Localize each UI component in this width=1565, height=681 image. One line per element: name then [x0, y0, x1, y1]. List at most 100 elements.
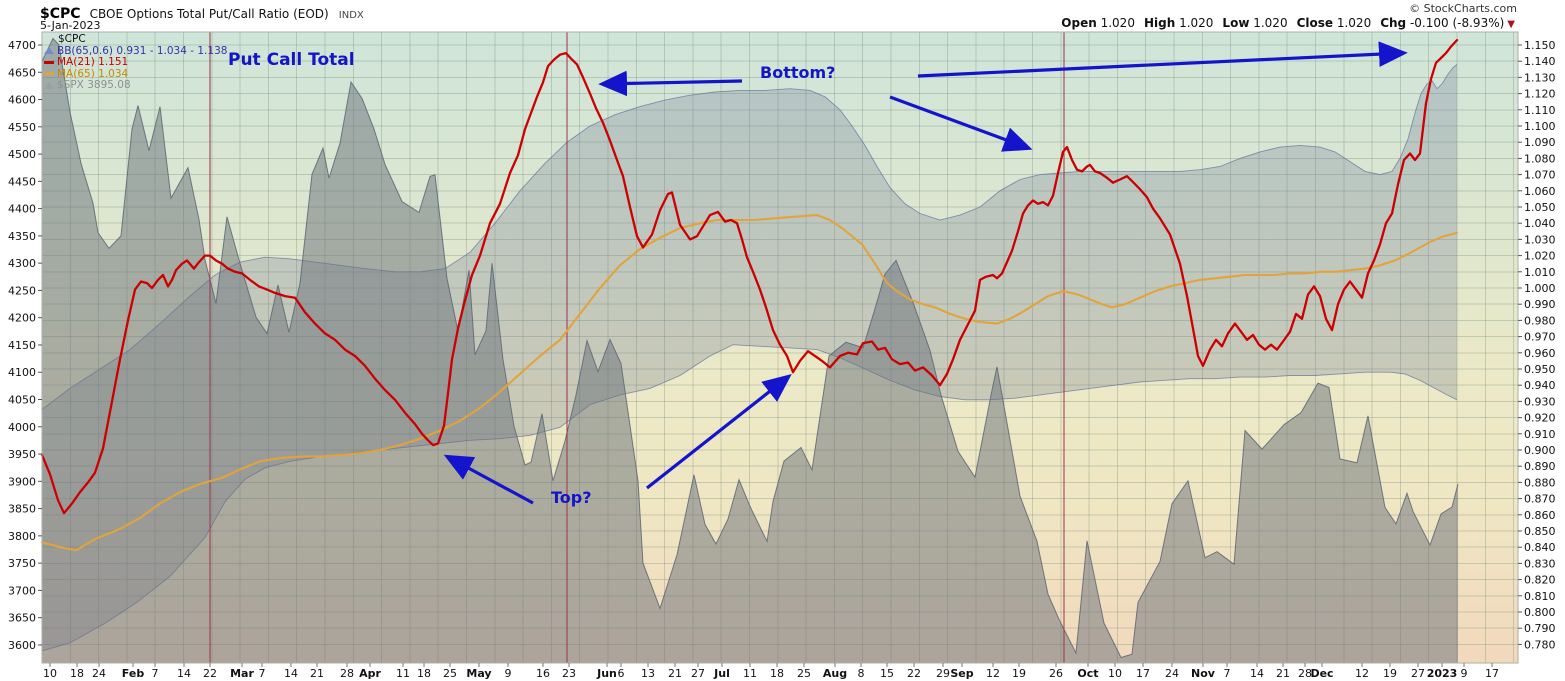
- x-axis-label: 14: [1250, 667, 1264, 680]
- y-axis-right-label: 0.780: [1524, 638, 1556, 651]
- x-axis-label: Sep: [950, 667, 973, 680]
- y-axis-right-label: 0.970: [1524, 331, 1556, 344]
- x-axis-label: 8: [858, 667, 865, 680]
- x-axis-label: Dec: [1310, 667, 1333, 680]
- y-axis-left-label: 3950: [8, 448, 36, 461]
- y-axis-right-label: 0.890: [1524, 460, 1556, 473]
- y-axis-right-label: 1.000: [1524, 282, 1556, 295]
- x-axis-label: 17: [1485, 667, 1499, 680]
- quote-field-label: Close: [1296, 16, 1334, 30]
- y-axis-left-label: 3800: [8, 530, 36, 543]
- chart-date: 5-Jan-2023: [40, 19, 101, 32]
- spx-area-icon: [44, 81, 54, 89]
- x-axis-label: 12: [986, 667, 1000, 680]
- y-axis-left-label: 3600: [8, 639, 36, 652]
- y-axis-right-label: 1.030: [1524, 233, 1556, 246]
- y-axis-left-label: 4500: [8, 148, 36, 161]
- y-axis-left-label: 4000: [8, 421, 36, 434]
- x-axis-label: 7: [152, 667, 159, 680]
- x-axis-label: May: [466, 667, 491, 680]
- y-axis-right-label: 0.990: [1524, 298, 1556, 311]
- x-axis-label: 2023: [1427, 667, 1458, 680]
- x-axis-label: 24: [1165, 667, 1179, 680]
- quote-field-label: High: [1143, 16, 1176, 30]
- x-axis-label: 21: [668, 667, 682, 680]
- y-axis-right-label: 1.140: [1524, 55, 1556, 68]
- x-axis-label: 11: [396, 667, 410, 680]
- x-axis-label: 28: [1298, 667, 1312, 680]
- legend-item-ma65: MA(65) 1.034: [44, 68, 227, 81]
- y-axis-right-label: 1.110: [1524, 104, 1556, 117]
- x-axis-label: 10: [43, 667, 57, 680]
- x-axis-label: 24: [92, 667, 106, 680]
- y-axis-right-label: 1.020: [1524, 250, 1556, 263]
- x-axis-label: 25: [443, 667, 457, 680]
- y-axis-right-label: 1.120: [1524, 88, 1556, 101]
- legend-item-cpc: $CPC: [58, 33, 86, 45]
- annotation-arrow: [917, 41, 1408, 78]
- change-down-icon: ▼: [1507, 19, 1515, 30]
- y-axis-left-label: 4300: [8, 257, 36, 270]
- y-axis-right-label: 0.940: [1524, 379, 1556, 392]
- y-axis-left-label: 3750: [8, 557, 36, 570]
- y-axis-right-label: 1.050: [1524, 201, 1556, 214]
- y-axis-right-label: 0.980: [1524, 314, 1556, 327]
- y-axis-right-label: 0.960: [1524, 347, 1556, 360]
- x-axis-label: 23: [562, 667, 576, 680]
- y-axis-left-label: 4100: [8, 366, 36, 379]
- x-axis-label: 17: [1136, 667, 1150, 680]
- y-axis-right-label: 1.070: [1524, 169, 1556, 182]
- y-axis-right-label: 1.010: [1524, 266, 1556, 279]
- annotation-arrow: [646, 374, 792, 490]
- x-axis-label: 28: [340, 667, 354, 680]
- x-axis-label: Jun: [596, 667, 617, 680]
- legend-item-bollinger-bands: BB(65,0.6) 0.931 - 1.034 - 1.138: [44, 45, 227, 58]
- x-axis-label: 11: [743, 667, 757, 680]
- quote-field-value: 1.020: [1333, 16, 1372, 30]
- copyright-label: © StockCharts.com: [1409, 2, 1517, 15]
- y-axis-right-label: 1.100: [1524, 120, 1556, 133]
- x-axis-label: 25: [797, 667, 811, 680]
- annotation-top: Top?: [551, 488, 592, 507]
- y-axis-right-label: 0.820: [1524, 574, 1556, 587]
- band-area-icon: [44, 47, 54, 54]
- x-axis-label: Aug: [823, 667, 847, 680]
- x-axis-label: 21: [1276, 667, 1290, 680]
- y-axis-right-label: 0.790: [1524, 622, 1556, 635]
- quote-field-value: 1.020: [1096, 16, 1135, 30]
- x-axis-label: 27: [691, 667, 705, 680]
- x-axis-label: 22: [907, 667, 921, 680]
- x-axis-label: 13: [641, 667, 655, 680]
- y-axis-left-label: 4350: [8, 230, 36, 243]
- y-axis-right-label: 0.880: [1524, 476, 1556, 489]
- quote-field-value: -0.100 (-8.93%): [1406, 16, 1505, 30]
- x-axis-label: 18: [417, 667, 431, 680]
- y-axis-right-label: 1.150: [1524, 39, 1556, 52]
- y-axis-right-label: 0.800: [1524, 606, 1556, 619]
- y-axis-left-label: 4700: [8, 39, 36, 52]
- quote-field-value: 1.020: [1175, 16, 1214, 30]
- y-axis-right-label: 1.080: [1524, 152, 1556, 165]
- x-axis-label: 21: [310, 667, 324, 680]
- y-axis-left-label: 3900: [8, 475, 36, 488]
- y-axis-right-label: 0.870: [1524, 493, 1556, 506]
- annotation-bottom: Bottom?: [760, 63, 836, 82]
- x-axis-label: Oct: [1077, 667, 1098, 680]
- y-axis-left-label: 4250: [8, 284, 36, 297]
- x-axis-label: 27: [1411, 667, 1425, 680]
- x-axis-label: Feb: [122, 667, 145, 680]
- x-axis-label: 29: [936, 667, 950, 680]
- y-axis-right-label: 0.900: [1524, 444, 1556, 457]
- y-axis-left-label: 4050: [8, 394, 36, 407]
- x-axis-label: 7: [1224, 667, 1231, 680]
- x-axis-label: 6: [618, 667, 625, 680]
- y-axis-right-label: 0.910: [1524, 428, 1556, 441]
- quote-field-label: Low: [1222, 16, 1250, 30]
- y-axis-right-label: 0.840: [1524, 541, 1556, 554]
- legend-item-ma21: MA(21) 1.151: [44, 56, 227, 69]
- x-axis-label: 10: [1108, 667, 1122, 680]
- y-axis-right-label: 1.060: [1524, 185, 1556, 198]
- x-axis-label: 22: [203, 667, 217, 680]
